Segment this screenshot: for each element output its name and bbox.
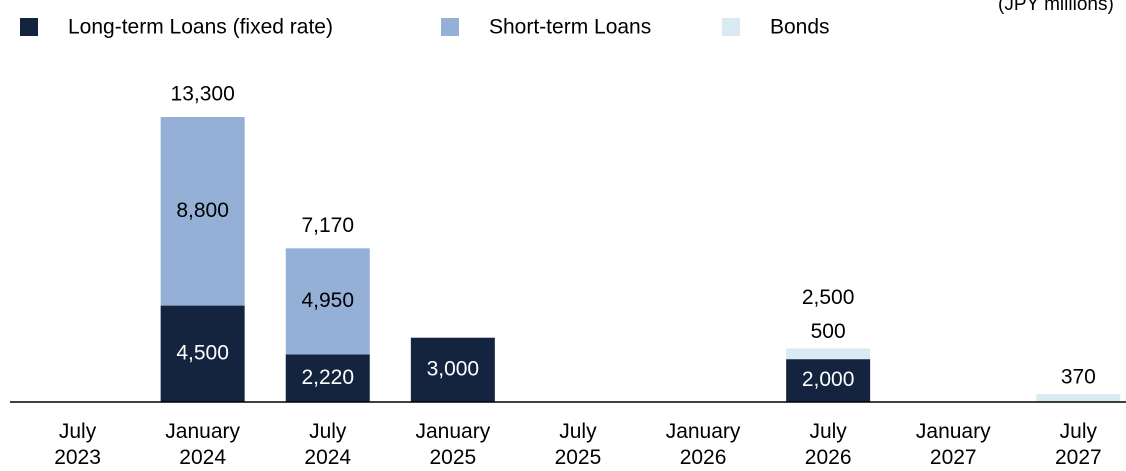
- unit-note: (JPY millions): [998, 0, 1114, 15]
- value-label: 4,950: [301, 289, 354, 312]
- x-tick-label: January 2024: [165, 420, 240, 469]
- bar-segment: [160, 305, 245, 402]
- bar-segment: [786, 359, 871, 402]
- total-label: 7,170: [301, 214, 354, 237]
- value-label: 2,220: [301, 366, 354, 389]
- x-tick-label: January 2027: [915, 420, 991, 469]
- x-tick-label: July 2024: [304, 420, 352, 469]
- bar-segment: [410, 337, 495, 402]
- x-tick-label: July 2027: [1054, 420, 1102, 469]
- bar-segment: [1036, 394, 1121, 402]
- bar-segment: [285, 248, 370, 355]
- bar-segment: [285, 354, 370, 402]
- bar-segment: [160, 117, 245, 306]
- legend-label: Bonds: [770, 16, 830, 39]
- legend-swatch: [20, 18, 38, 36]
- value-label: 500: [811, 320, 846, 343]
- total-label: 13,300: [171, 83, 235, 106]
- bar-segment: [786, 348, 871, 360]
- value-label: 8,800: [176, 199, 229, 222]
- value-label: 3,000: [427, 357, 480, 380]
- total-label: 2,500: [802, 286, 855, 309]
- legend-label: Short-term Loans: [489, 16, 651, 39]
- x-tick-label: January 2026: [665, 420, 741, 469]
- legend-swatch: [722, 18, 740, 36]
- value-label: 2,000: [802, 368, 855, 391]
- value-label: 4,500: [176, 341, 229, 364]
- x-tick-label: July 2026: [804, 420, 852, 469]
- x-tick-label: July 2023: [54, 420, 101, 469]
- value-label: 370: [1061, 366, 1096, 389]
- x-tick-label: July 2025: [554, 420, 602, 469]
- legend-label: Long-term Loans (fixed rate): [68, 16, 333, 39]
- x-tick-label: January 2025: [415, 420, 491, 469]
- legend-swatch: [441, 18, 459, 36]
